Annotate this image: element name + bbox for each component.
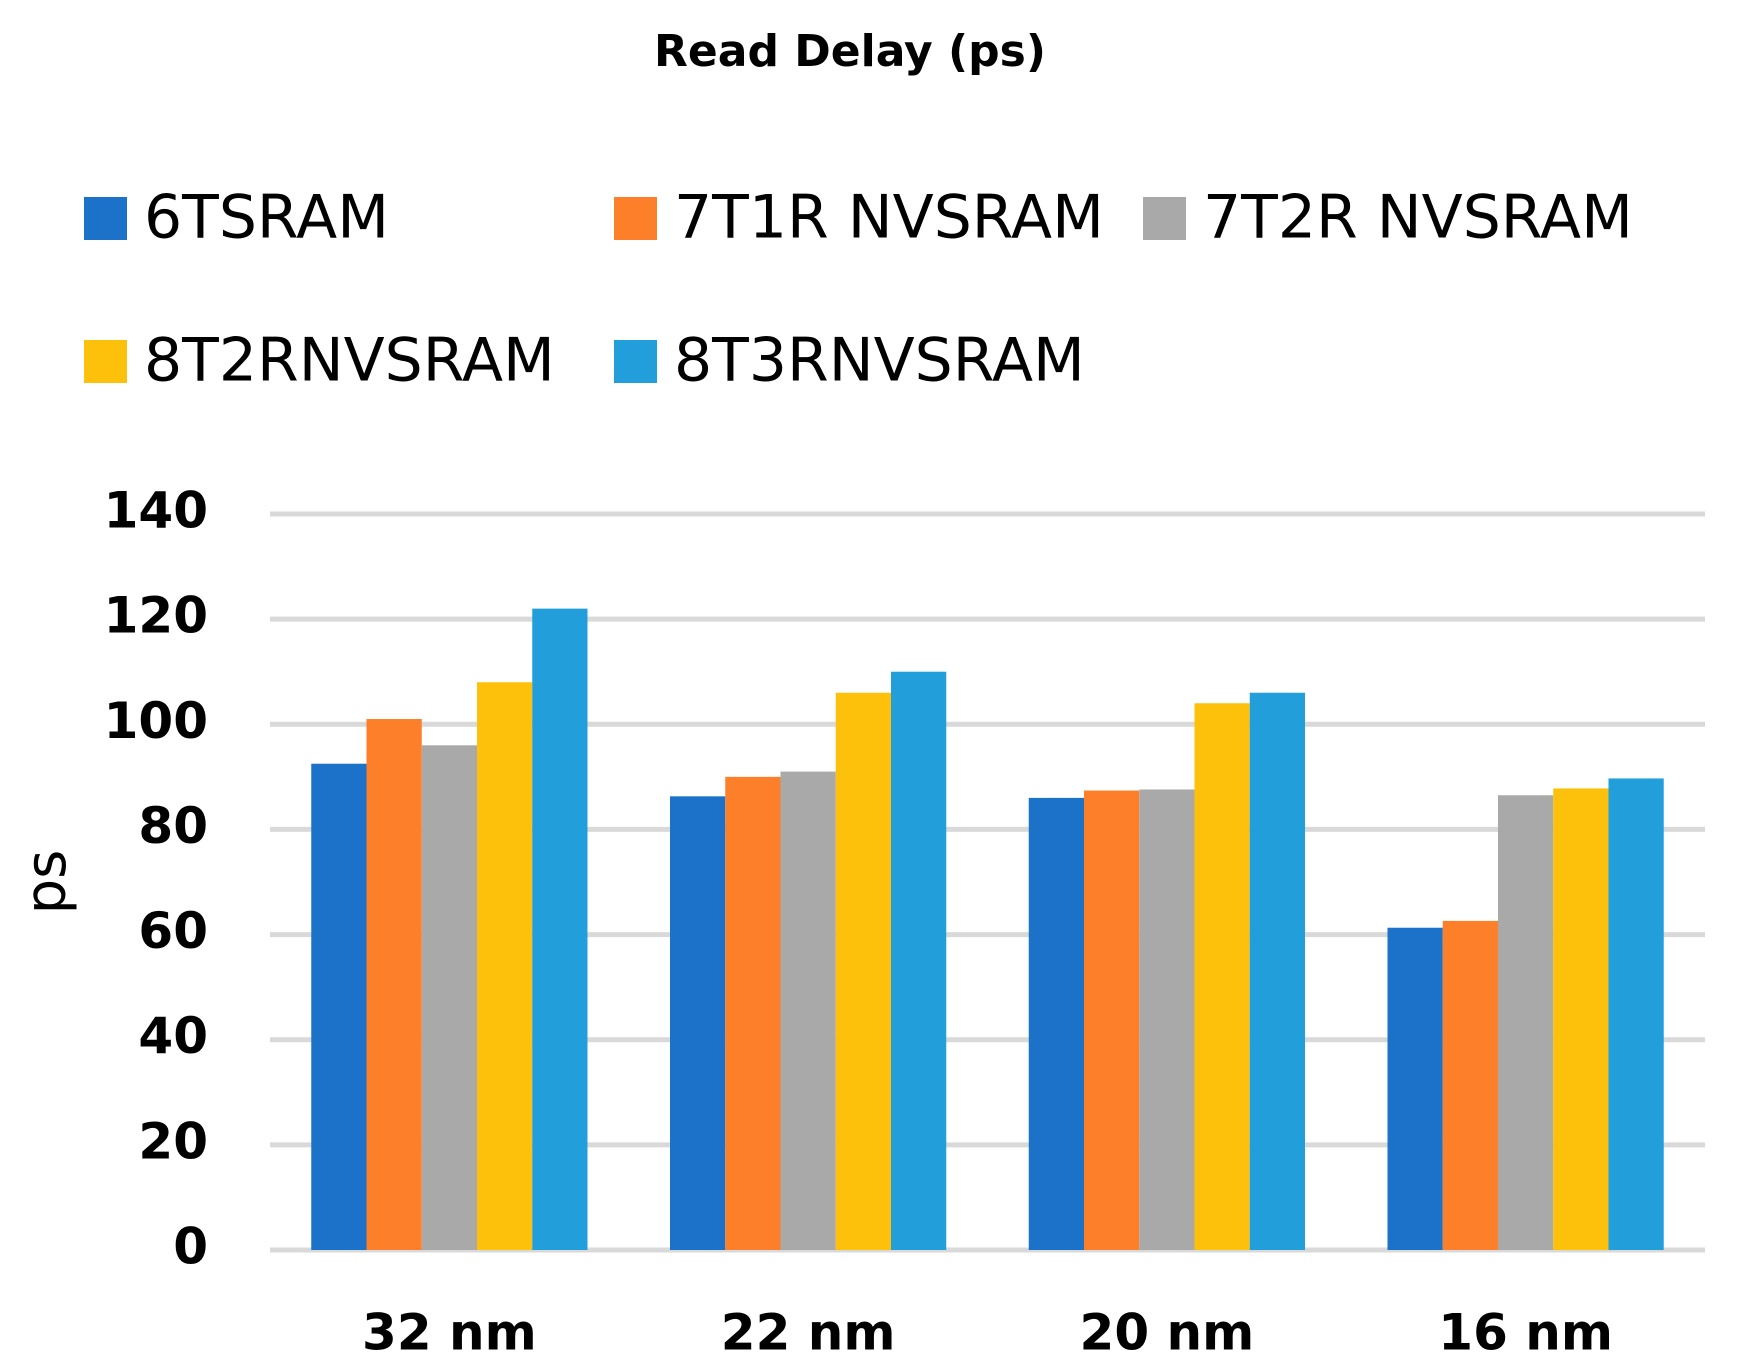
bar — [1249, 692, 1305, 1250]
chart-title: Read Delay (ps) — [654, 26, 1046, 77]
bar — [1139, 789, 1195, 1250]
x-tick-label: 20 nm — [1080, 1304, 1255, 1362]
bar — [1387, 927, 1443, 1250]
legend-label: 6TSRAM — [144, 183, 389, 253]
legend-label: 8T2RNVSRAM — [144, 326, 555, 396]
bar — [421, 745, 477, 1250]
x-tick-label: 22 nm — [721, 1304, 896, 1362]
bar — [890, 671, 947, 1250]
bar — [1498, 795, 1554, 1250]
y-tick-label: 20 — [138, 1112, 208, 1170]
bar — [835, 692, 891, 1250]
legend-swatch — [1143, 197, 1186, 240]
bar — [670, 796, 726, 1250]
y-tick-label: 60 — [138, 902, 208, 960]
y-tick-label: 100 — [104, 692, 208, 750]
legend-label: 7T1R NVSRAM — [674, 183, 1104, 253]
bar — [1028, 797, 1085, 1250]
bar — [1553, 788, 1609, 1250]
bar — [1194, 703, 1250, 1250]
y-tick-label: 120 — [104, 587, 208, 645]
bar — [532, 608, 588, 1250]
bar — [476, 682, 533, 1250]
bar — [1608, 778, 1664, 1250]
x-tick-label: 16 nm — [1438, 1304, 1613, 1362]
legend-label: 7T2R NVSRAM — [1203, 183, 1633, 253]
legend-label: 8T3RNVSRAM — [674, 326, 1085, 396]
bar — [1442, 920, 1499, 1250]
y-tick-label: 40 — [138, 1007, 208, 1065]
bar — [1084, 790, 1140, 1250]
legend-swatch — [614, 197, 657, 240]
legend-swatch — [84, 197, 127, 240]
x-tick-label: 32 nm — [362, 1304, 537, 1362]
y-axis-label: ps — [14, 850, 79, 915]
legend-swatch — [84, 340, 127, 383]
y-tick-label: 140 — [104, 482, 208, 540]
bar — [366, 719, 422, 1250]
bar — [311, 763, 367, 1250]
legend-swatch — [614, 340, 657, 383]
bar — [725, 776, 781, 1250]
y-tick-label: 80 — [138, 797, 208, 855]
y-tick-label: 0 — [173, 1218, 208, 1276]
bar — [780, 771, 836, 1250]
